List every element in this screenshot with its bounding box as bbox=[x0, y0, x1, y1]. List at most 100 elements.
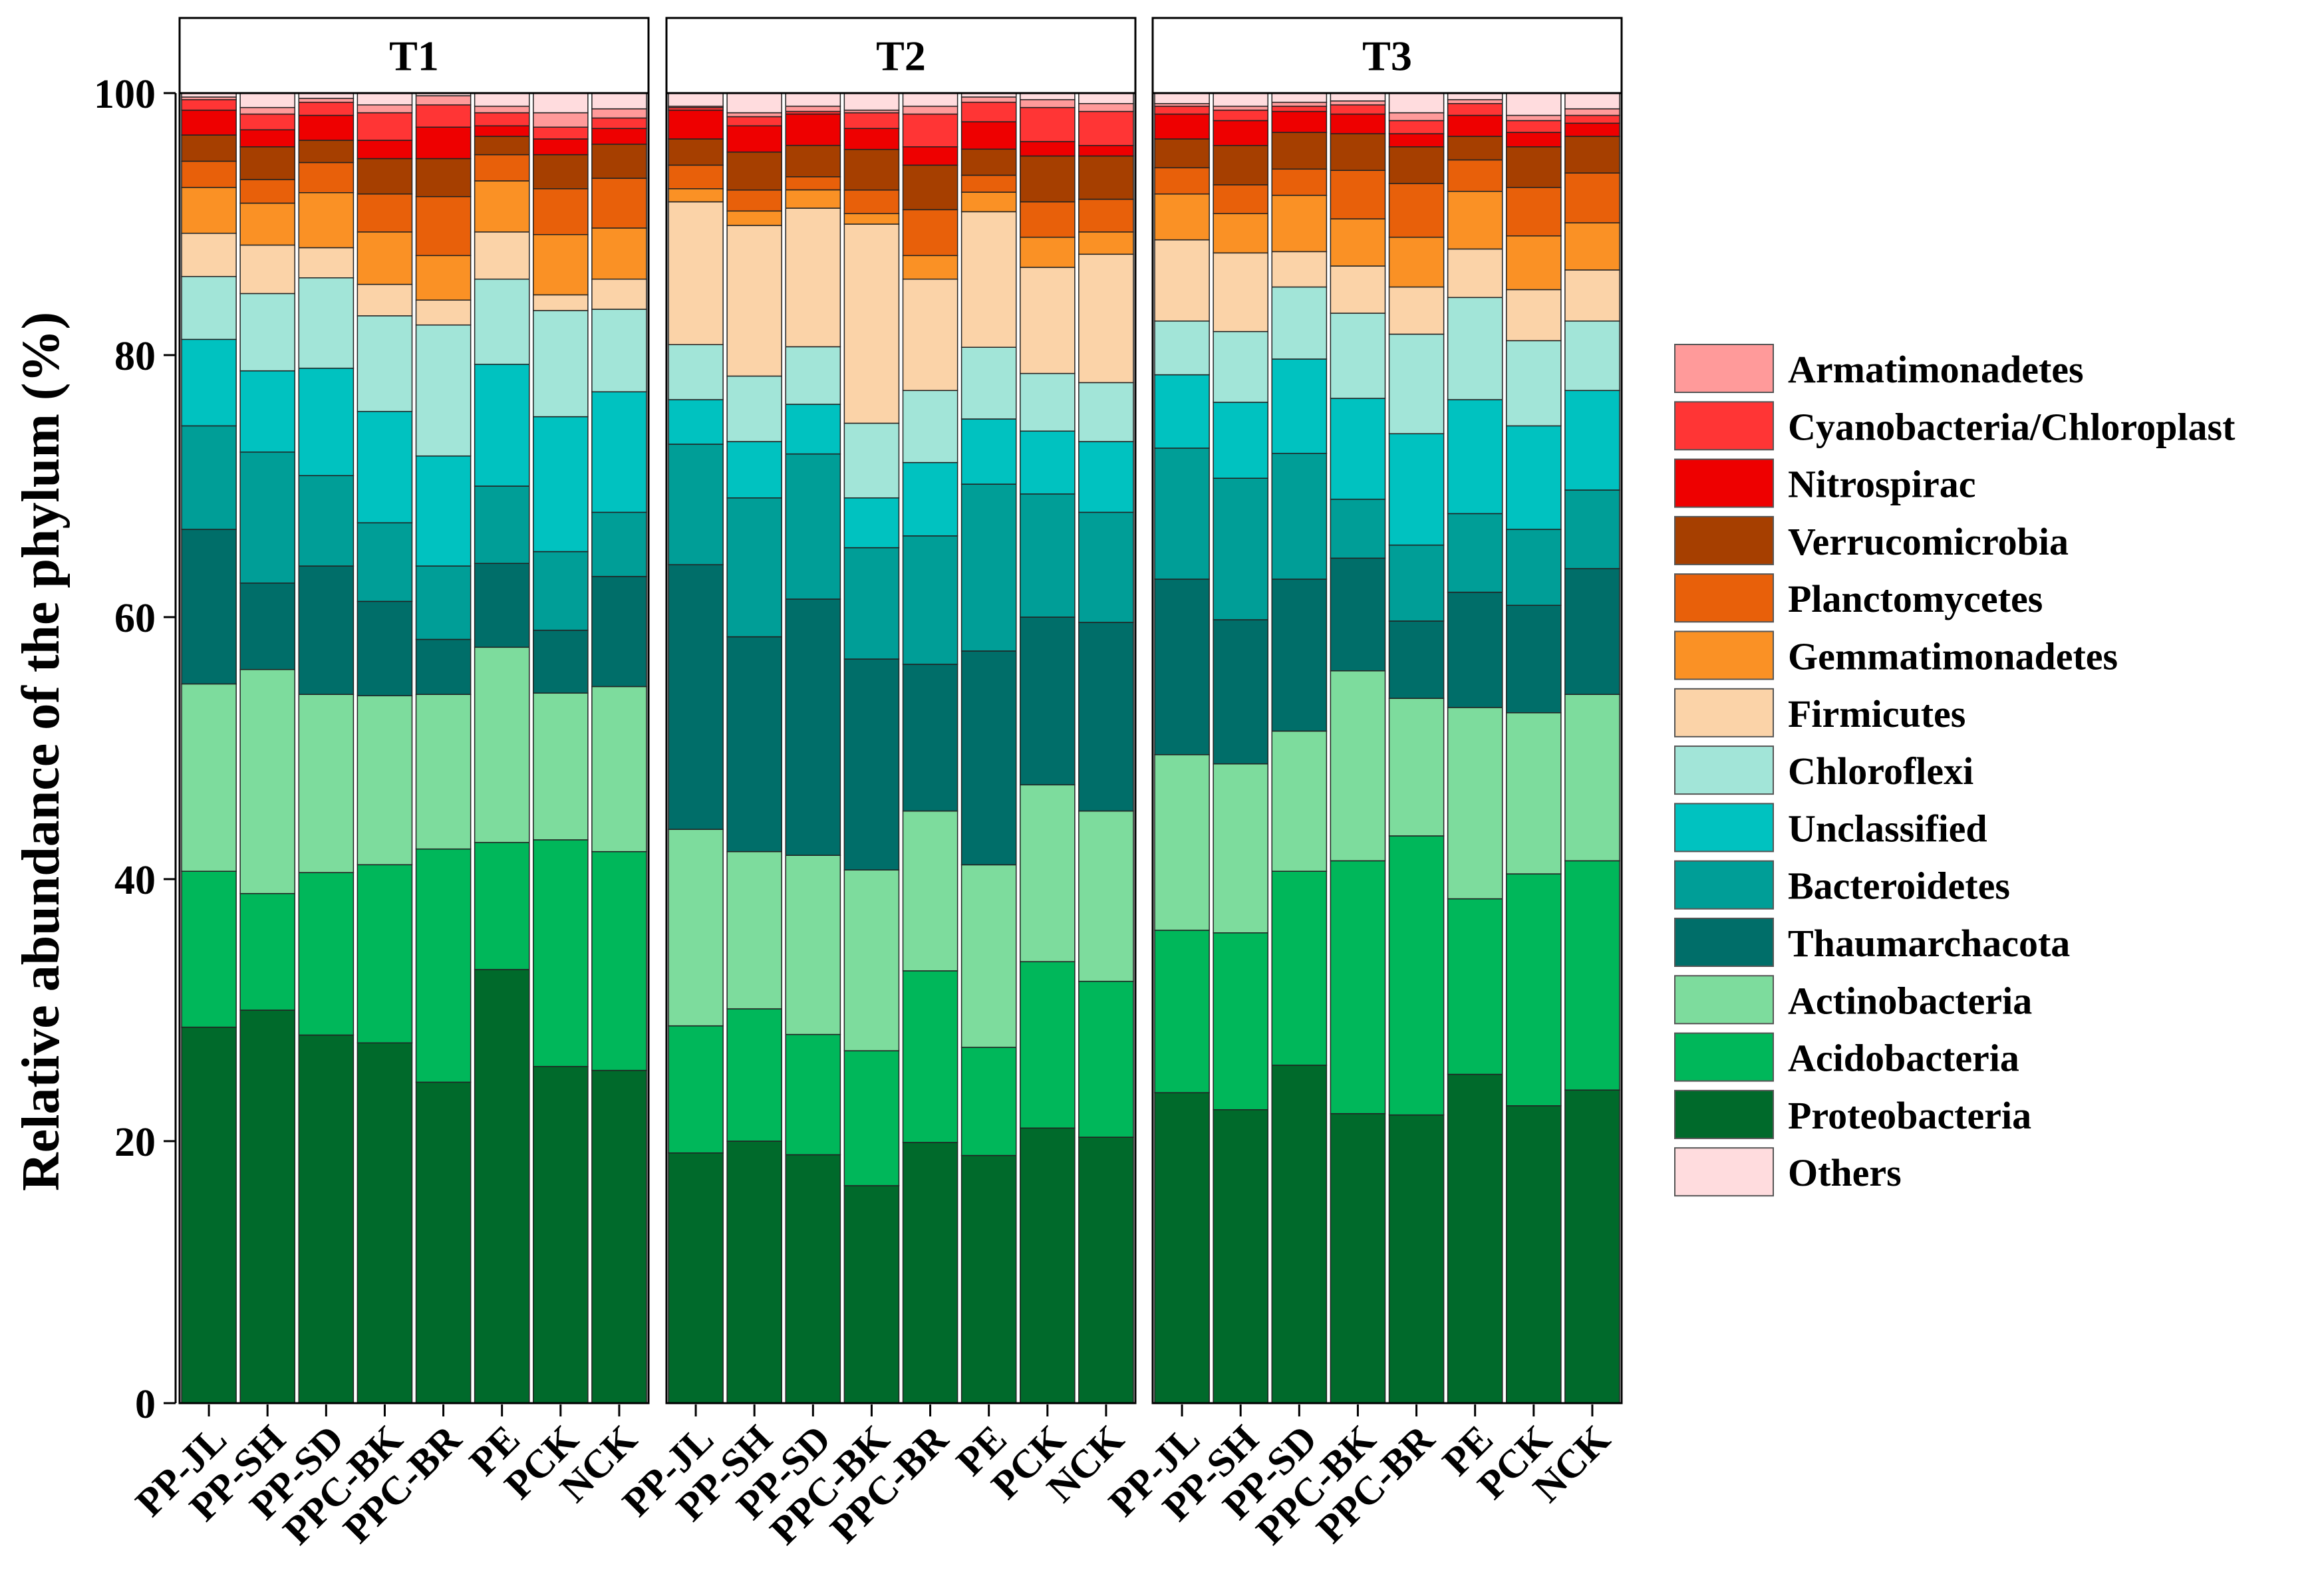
bar-segment-thaumarchacota bbox=[1078, 622, 1134, 812]
bar-segment-unclassified bbox=[591, 391, 647, 513]
bar-segment-acidobacteria bbox=[668, 1025, 724, 1154]
bar-segment-bacteroidetes bbox=[1020, 493, 1076, 618]
bar-segment-armatimonadetes bbox=[1447, 99, 1503, 104]
bar-segment-others bbox=[357, 92, 413, 106]
bar-segment-proteobacteria bbox=[726, 1140, 782, 1404]
bar-segment-cyanobacteria-chloroplast bbox=[843, 112, 900, 129]
bar-t3-pp-jl bbox=[1154, 92, 1210, 1404]
legend: Armatimonadetes Cyanobacteria/Chloroplast… bbox=[1674, 344, 2236, 1197]
bar-segment-planctomycetes bbox=[668, 164, 724, 190]
legend-item-bacteroidetes: Bacteroidetes bbox=[1674, 860, 2010, 910]
y-tick-label: 80 bbox=[114, 334, 156, 379]
panel-border bbox=[178, 92, 650, 1404]
bar-segment-unclassified bbox=[1271, 358, 1328, 454]
bar-segment-planctomycetes bbox=[902, 209, 958, 257]
bar-segment-cyanobacteria-chloroplast bbox=[1078, 110, 1134, 146]
bar-segment-gemmatimonadetes bbox=[415, 255, 472, 301]
bar-segment-bacteroidetes bbox=[474, 485, 530, 564]
bar-segment-cyanobacteria-chloroplast bbox=[960, 101, 1017, 122]
bar-segment-armatimonadetes bbox=[726, 112, 782, 118]
bar-segment-armatimonadetes bbox=[1506, 114, 1562, 122]
bar-segment-thaumarchacota bbox=[668, 564, 724, 830]
bar-segment-proteobacteria bbox=[902, 1142, 958, 1404]
legend-swatch bbox=[1674, 344, 1774, 393]
bar-t1-pp-jl bbox=[181, 92, 237, 1404]
bar-segment-proteobacteria bbox=[1271, 1064, 1328, 1404]
bar-segment-firmicutes bbox=[1213, 252, 1268, 332]
bar-segment-chloroflexi bbox=[1388, 333, 1445, 434]
bar-segment-acidobacteria bbox=[1330, 860, 1386, 1115]
bar-segment-armatimonadetes bbox=[1271, 102, 1328, 107]
legend-label: Gemmatimonadetes bbox=[1788, 635, 2118, 678]
bar-segment-firmicutes bbox=[239, 244, 295, 295]
bar-segment-proteobacteria bbox=[843, 1185, 900, 1404]
bar-segment-others bbox=[1154, 92, 1210, 104]
bar-segment-armatimonadetes bbox=[357, 104, 413, 114]
bar-segment-acidobacteria bbox=[1506, 873, 1562, 1107]
legend-label: Firmicutes bbox=[1788, 692, 1965, 735]
bar-segment-nitrospirac bbox=[1330, 113, 1386, 134]
bar-segment-verrucomicrobia bbox=[668, 138, 724, 166]
bar-segment-planctomycetes bbox=[1506, 187, 1562, 237]
bar-segment-nitrospirac bbox=[181, 109, 237, 136]
bar-segment-chloroflexi bbox=[357, 315, 413, 412]
bar-segment-cyanobacteria-chloroplast bbox=[591, 117, 647, 129]
bar-segment-armatimonadetes bbox=[415, 95, 472, 106]
bar-t3-pp-sh bbox=[1213, 92, 1268, 1404]
bar-segment-actinobacteria bbox=[357, 695, 413, 866]
bar-segment-actinobacteria bbox=[181, 683, 237, 872]
legend-item-gemmatimonadetes: Gemmatimonadetes bbox=[1674, 630, 2118, 680]
bar-segment-acidobacteria bbox=[357, 864, 413, 1043]
bar-segment-nitrospirac bbox=[843, 128, 900, 150]
bar-t2-nck bbox=[1078, 92, 1134, 1404]
bar-segment-planctomycetes bbox=[1564, 172, 1620, 223]
panel-border bbox=[1151, 92, 1623, 1404]
bar-segment-armatimonadetes bbox=[298, 98, 355, 103]
bar-t3-pe bbox=[1447, 92, 1503, 1404]
bar-segment-thaumarchacota bbox=[474, 563, 530, 648]
bar-segment-unclassified bbox=[1330, 398, 1386, 500]
bar-segment-firmicutes bbox=[1564, 269, 1620, 322]
bar-segment-unclassified bbox=[1564, 390, 1620, 491]
bar-segment-chloroflexi bbox=[533, 310, 589, 418]
legend-swatch bbox=[1674, 630, 1774, 680]
bar-segment-chloroflexi bbox=[415, 324, 472, 457]
bar-segment-planctomycetes bbox=[1213, 184, 1268, 214]
bar-segment-others bbox=[1330, 92, 1386, 102]
bar-segment-proteobacteria bbox=[1020, 1127, 1076, 1404]
legend-label: Nitrospirac bbox=[1788, 463, 1975, 506]
legend-swatch bbox=[1674, 515, 1774, 565]
bar-segment-verrucomicrobia bbox=[1020, 155, 1076, 203]
bar-segment-gemmatimonadetes bbox=[298, 192, 355, 249]
bar-segment-others bbox=[785, 92, 841, 107]
y-axis: 0 20 40 60 80 100 bbox=[94, 72, 177, 1427]
bar-segment-cyanobacteria-chloroplast bbox=[902, 113, 958, 148]
bar-segment-unclassified bbox=[1388, 433, 1445, 546]
bar-segment-actinobacteria bbox=[1271, 730, 1328, 872]
bar-segment-proteobacteria bbox=[415, 1081, 472, 1404]
bar-segment-nitrospirac bbox=[1506, 132, 1562, 148]
bar-segment-bacteroidetes bbox=[1330, 498, 1386, 559]
bar-segment-actinobacteria bbox=[1154, 754, 1210, 931]
bar-segment-gemmatimonadetes bbox=[1271, 194, 1328, 253]
legend-item-planctomycetes: Planctomycetes bbox=[1674, 573, 2043, 623]
bar-segment-thaumarchacota bbox=[1154, 579, 1210, 755]
bar-segment-proteobacteria bbox=[533, 1065, 589, 1404]
bar-segment-actinobacteria bbox=[1213, 763, 1268, 934]
bar-segment-cyanobacteria-chloroplast bbox=[533, 126, 589, 140]
bar-segment-actinobacteria bbox=[239, 669, 295, 894]
legend-item-thaumarchacota: Thaumarchacota bbox=[1674, 918, 2070, 967]
bar-segment-planctomycetes bbox=[1271, 168, 1328, 196]
bar-segment-planctomycetes bbox=[960, 174, 1017, 193]
bar-segment-firmicutes bbox=[1388, 286, 1445, 335]
legend-swatch bbox=[1674, 803, 1774, 853]
bar-segment-acidobacteria bbox=[1078, 980, 1134, 1138]
bar-segment-verrucomicrobia bbox=[591, 144, 647, 179]
bar-segment-thaumarchacota bbox=[726, 636, 782, 853]
legend-swatch bbox=[1674, 975, 1774, 1025]
bar-segment-chloroflexi bbox=[298, 277, 355, 369]
bar-segment-thaumarchacota bbox=[298, 565, 355, 695]
bar-segment-unclassified bbox=[239, 370, 295, 453]
